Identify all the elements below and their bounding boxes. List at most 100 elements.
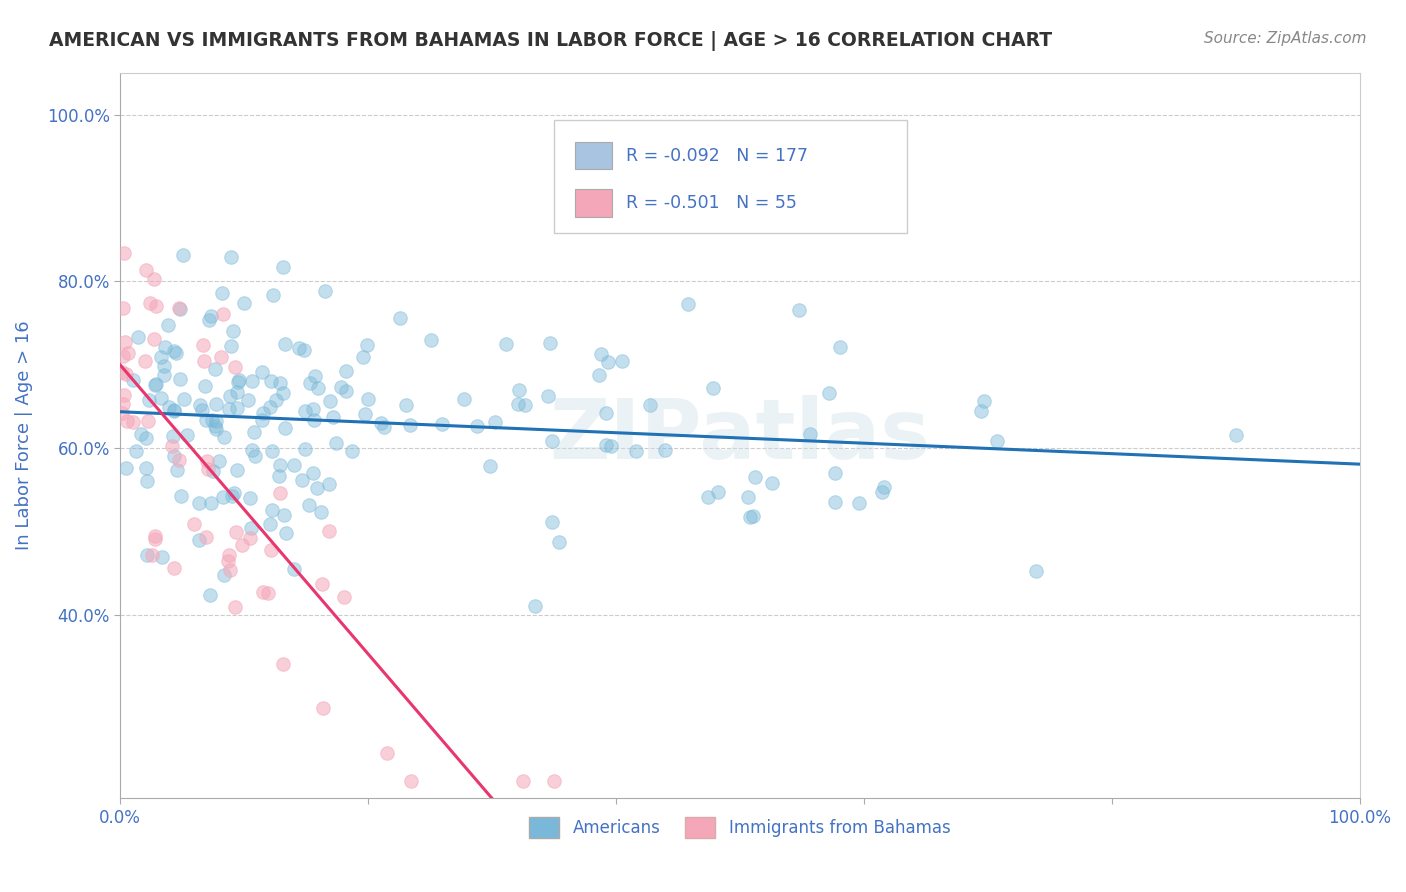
- Point: [200, 496, 222, 510]
- Point: [143, 272, 166, 286]
- Point: [219, 339, 242, 353]
- Text: AMERICAN VS IMMIGRANTS FROM BAHAMAS IN LABOR FORCE | AGE > 16 CORRELATION CHART: AMERICAN VS IMMIGRANTS FROM BAHAMAS IN L…: [49, 31, 1052, 51]
- Point: [141, 548, 163, 562]
- Point: [115, 414, 138, 428]
- Point: [112, 301, 135, 316]
- Point: [226, 385, 249, 400]
- Point: [848, 496, 870, 510]
- Point: [219, 250, 242, 264]
- Point: [167, 301, 190, 316]
- Point: [218, 563, 240, 577]
- Point: [260, 543, 283, 558]
- Point: [160, 439, 183, 453]
- Point: [419, 333, 441, 347]
- Point: [172, 248, 194, 262]
- Point: [540, 336, 562, 351]
- Point: [970, 404, 993, 418]
- Point: [304, 369, 326, 384]
- Point: [373, 420, 395, 434]
- Point: [298, 376, 321, 390]
- Point: [143, 378, 166, 392]
- Point: [153, 359, 176, 374]
- Point: [112, 388, 135, 402]
- Point: [547, 535, 569, 549]
- Point: [136, 549, 159, 563]
- Point: [288, 341, 311, 355]
- Point: [195, 453, 218, 467]
- Point: [233, 296, 256, 310]
- Point: [973, 394, 995, 409]
- Point: [283, 458, 305, 473]
- Point: [799, 427, 821, 442]
- Point: [226, 376, 249, 390]
- Point: [873, 480, 896, 494]
- Point: [294, 403, 316, 417]
- Point: [114, 461, 136, 475]
- Point: [138, 393, 160, 408]
- Point: [135, 461, 157, 475]
- Point: [111, 406, 134, 420]
- Point: [252, 584, 274, 599]
- Point: [830, 340, 852, 354]
- Point: [114, 335, 136, 350]
- Point: [707, 485, 730, 500]
- Point: [274, 525, 297, 540]
- Point: [131, 426, 153, 441]
- Point: [197, 462, 219, 476]
- Point: [193, 353, 215, 368]
- Point: [335, 364, 357, 378]
- Point: [302, 401, 325, 416]
- Point: [212, 430, 235, 444]
- Text: R = -0.501   N = 55: R = -0.501 N = 55: [626, 194, 797, 211]
- Point: [169, 371, 191, 385]
- Point: [200, 588, 222, 602]
- Point: [155, 340, 177, 354]
- Point: [262, 288, 284, 302]
- Point: [191, 403, 214, 417]
- Point: [183, 516, 205, 531]
- Point: [271, 657, 294, 671]
- Point: [302, 412, 325, 426]
- Point: [537, 389, 560, 403]
- Point: [214, 568, 236, 582]
- Point: [150, 350, 173, 364]
- Point: [218, 548, 240, 562]
- Point: [143, 332, 166, 346]
- Point: [165, 345, 187, 359]
- Point: [231, 538, 253, 552]
- Point: [329, 380, 352, 394]
- Point: [986, 434, 1008, 448]
- Point: [375, 746, 398, 760]
- Point: [512, 774, 534, 789]
- Point: [399, 774, 422, 789]
- Point: [152, 368, 174, 382]
- Point: [200, 309, 222, 323]
- Point: [508, 383, 530, 397]
- Point: [292, 343, 315, 358]
- Point: [271, 260, 294, 275]
- Point: [543, 774, 565, 789]
- Point: [176, 428, 198, 442]
- Point: [524, 599, 547, 613]
- Point: [243, 449, 266, 463]
- Point: [335, 384, 357, 398]
- Point: [162, 560, 184, 574]
- Point: [194, 412, 217, 426]
- Point: [145, 377, 167, 392]
- Point: [588, 368, 610, 383]
- Point: [870, 485, 893, 500]
- Point: [742, 509, 765, 524]
- Point: [226, 462, 249, 476]
- Point: [117, 345, 139, 359]
- Point: [208, 454, 231, 468]
- Point: [1025, 564, 1047, 578]
- Point: [824, 466, 846, 480]
- Point: [610, 353, 633, 368]
- Point: [193, 338, 215, 352]
- Point: [150, 391, 173, 405]
- Point: [112, 349, 135, 363]
- Point: [357, 392, 380, 406]
- Point: [283, 562, 305, 576]
- Point: [737, 490, 759, 504]
- Point: [239, 531, 262, 545]
